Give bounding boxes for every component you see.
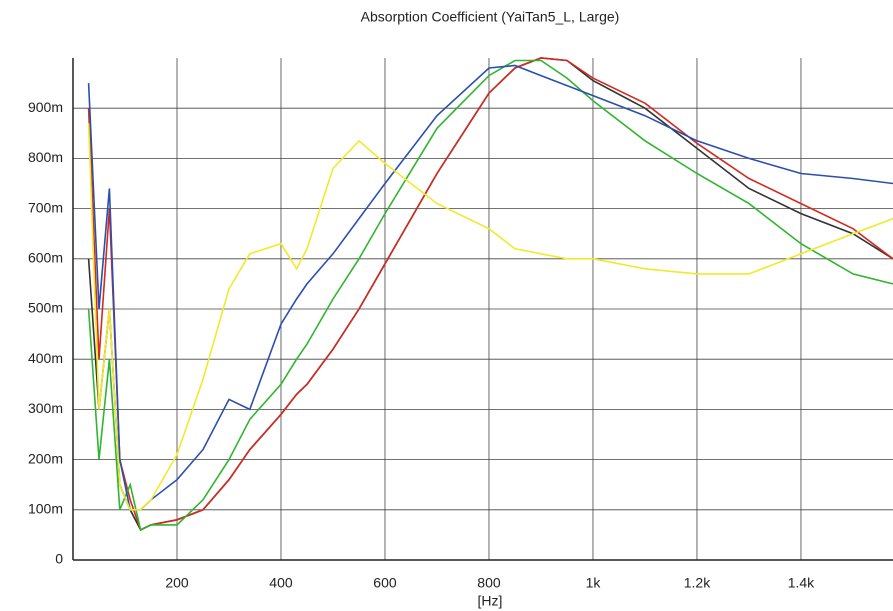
y-tick-label: 600m (28, 250, 63, 266)
y-tick-label: 800m (28, 149, 63, 165)
x-tick-label: 1.2k (684, 575, 711, 591)
x-tick-label: 800 (477, 575, 501, 591)
x-tick-label: 600 (373, 575, 397, 591)
x-tick-label: 400 (269, 575, 293, 591)
y-tick-label: 500m (28, 300, 63, 316)
series-line (87, 64, 893, 511)
x-tick-label: 1k (586, 575, 602, 591)
y-tick-label: 300m (28, 400, 63, 416)
y-tick-label: 400m (28, 350, 63, 366)
chart-title: Absorption Coefficient (YaiTan5_L, Large… (361, 9, 620, 25)
y-tick-label: 900m (28, 99, 63, 115)
series-line (87, 59, 893, 532)
y-tick-label: 100m (28, 501, 63, 517)
y-tick-label: 0 (55, 551, 63, 567)
x-tick-label: 200 (165, 575, 189, 591)
x-tick-label: 1.4k (788, 575, 815, 591)
series-line (87, 123, 893, 511)
series-line (87, 57, 893, 531)
series-line (87, 57, 893, 532)
x-axis-label: [Hz] (478, 593, 503, 609)
y-tick-label: 700m (28, 199, 63, 215)
y-tick-label: 200m (28, 450, 63, 466)
